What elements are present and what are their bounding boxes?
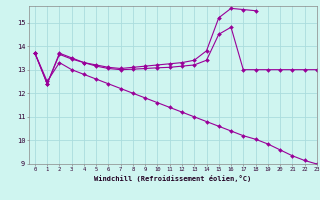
X-axis label: Windchill (Refroidissement éolien,°C): Windchill (Refroidissement éolien,°C) — [94, 175, 252, 182]
